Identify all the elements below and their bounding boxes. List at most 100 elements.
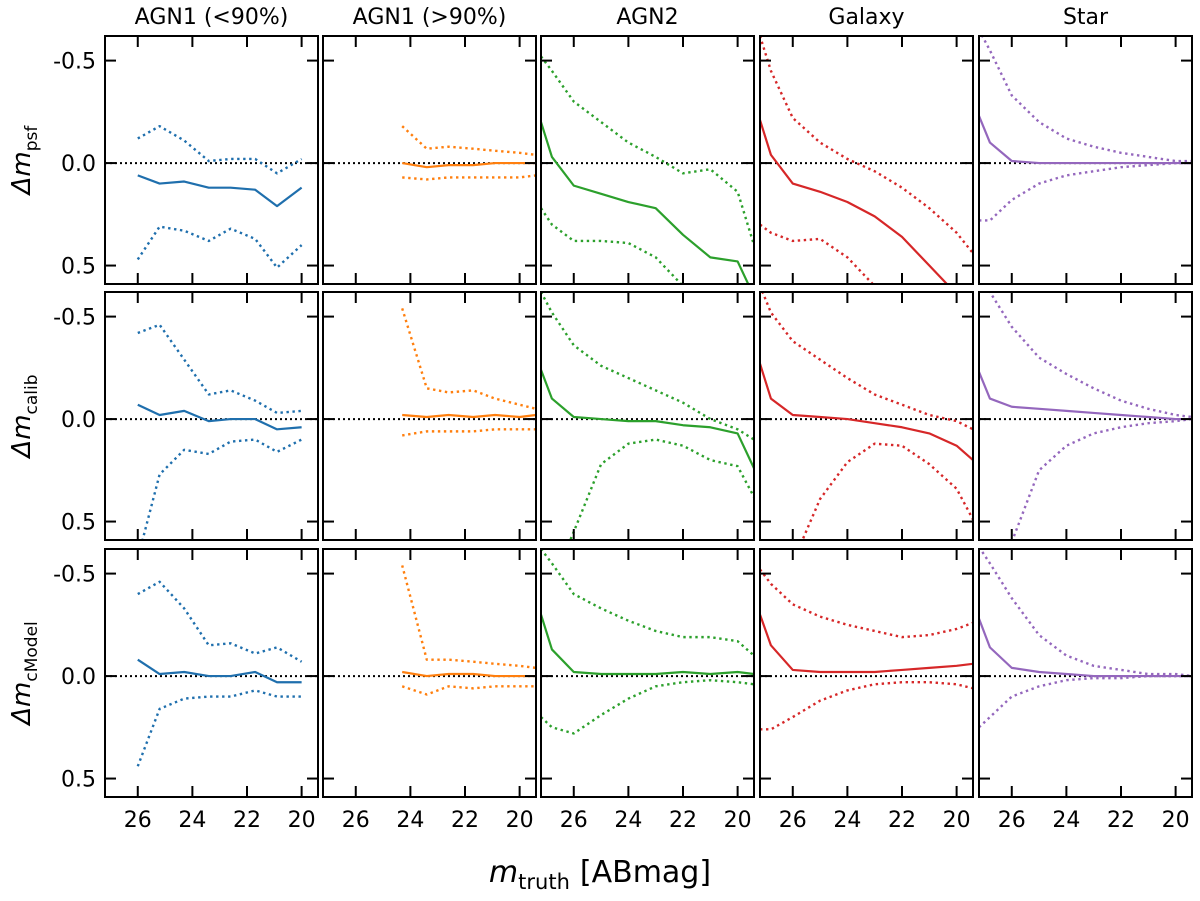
x-tick-label: 26: [124, 808, 152, 833]
percentile-line: [541, 292, 754, 441]
panel: [322, 291, 537, 541]
median-line: [541, 614, 754, 676]
x-tick-label: 24: [396, 808, 424, 833]
y-tick-label: -0.5: [53, 563, 96, 588]
percentile-line: [401, 565, 536, 670]
percentile-line: [761, 292, 973, 431]
y-tick-label: -0.5: [53, 306, 96, 331]
percentile-line: [760, 681, 973, 731]
x-tick-label: 24: [178, 808, 206, 833]
y-axis-label-sub: cModel: [22, 621, 42, 681]
x-axis-label-sub: truth: [518, 870, 570, 894]
x-tick-label: 26: [342, 808, 370, 833]
percentile-line: [401, 308, 536, 410]
median-line: [760, 614, 973, 674]
panel: -0.5 0.0 0.5 AGN1 (<90%) Δmpsf: [7, 5, 319, 285]
percentile-line: [401, 428, 536, 437]
panel: [978, 291, 1193, 541]
panel-title: AGN1 (>90%): [353, 5, 507, 30]
median-line: [137, 174, 303, 208]
percentile-line: [541, 549, 754, 657]
median-line: [760, 119, 949, 284]
percentile-line: [136, 689, 302, 767]
y-axis-label-main: Δm: [7, 682, 37, 727]
y-axis-label: Δmpsf: [7, 125, 42, 197]
panel-frame: [322, 35, 537, 285]
panel: [759, 291, 974, 541]
percentile-line: [401, 685, 536, 696]
panel-title: AGN1 (<90%): [135, 5, 289, 30]
y-axis-label-main: Δm: [7, 151, 37, 196]
x-tick-label: 20: [724, 808, 752, 833]
median-line: [541, 369, 754, 469]
y-tick-label: 0.5: [61, 255, 96, 280]
y-tick-label: 0.5: [61, 768, 96, 793]
x-tick-label: 22: [669, 808, 697, 833]
percentile-line: [137, 323, 302, 415]
percentile-line: [541, 678, 754, 735]
percentile-line: [980, 36, 1192, 163]
percentile-line: [760, 223, 875, 284]
x-tick-label: 26: [779, 808, 807, 833]
panel: AGN2: [540, 5, 755, 285]
percentile-line: [541, 55, 754, 246]
x-tick-label: 24: [614, 808, 642, 833]
percentile-line: [979, 549, 1192, 678]
panel-title: Star: [1063, 5, 1109, 30]
panel-title: Galaxy: [828, 5, 904, 30]
panel-frame: [978, 35, 1193, 285]
panel: AGN1 (>90%): [322, 5, 537, 285]
median-line: [541, 121, 750, 284]
y-axis-label: Δmcalib: [7, 374, 42, 459]
panel: [540, 291, 755, 541]
y-axis-label: ΔmcModel: [7, 621, 42, 727]
panel-frame: [759, 291, 974, 541]
panel: 26 24 22 20: [978, 548, 1193, 833]
panel: 26 24 22 20 mtruth [ABmag]: [322, 548, 711, 894]
panel-frame: [540, 35, 755, 285]
y-tick-label: -0.5: [53, 50, 96, 75]
panel-frame: [540, 291, 755, 541]
x-tick-label: 22: [1107, 808, 1135, 833]
median-line: [137, 403, 302, 431]
x-tick-label: 20: [506, 808, 534, 833]
percentile-line: [402, 174, 536, 181]
panel-frame: [978, 291, 1193, 541]
panel-frame: [759, 548, 974, 798]
x-tick-label: 20: [1162, 808, 1190, 833]
y-tick-label: 0.0: [61, 665, 96, 690]
y-tick-label: 0.0: [61, 408, 96, 433]
panel-frame: [322, 291, 537, 541]
panel-frame: [104, 35, 319, 285]
x-tick-label: 24: [1052, 808, 1080, 833]
median-line: [137, 658, 302, 684]
x-tick-label: 20: [288, 808, 316, 833]
y-axis-label-sub: psf: [22, 125, 42, 152]
x-tick-label: 26: [998, 808, 1026, 833]
x-axis-label-main: m: [489, 855, 518, 890]
median-line: [402, 161, 536, 169]
y-axis-label-sub: calib: [22, 374, 42, 414]
percentile-line: [137, 124, 303, 175]
panel: -0.5 0.0 0.5 Δmcalib: [7, 291, 319, 541]
percentile-line: [1011, 417, 1192, 540]
panel: 26 24 22 20: [759, 548, 974, 833]
x-tick-label: 22: [233, 808, 261, 833]
percentile-line: [760, 36, 973, 255]
x-tick-label: 22: [888, 808, 916, 833]
median-line: [979, 371, 1192, 421]
panel-frame: [104, 548, 319, 798]
panel: -0.5 0.0 0.5 26 24 22 20 ΔmcModel: [7, 548, 319, 833]
percentile-line: [137, 580, 303, 663]
y-tick-label: 0.5: [61, 511, 96, 536]
panel: Star: [978, 5, 1193, 285]
x-tick-label: 26: [560, 808, 588, 833]
x-tick-label: 22: [451, 808, 479, 833]
panel-frame: [322, 548, 537, 798]
y-axis-label-main: Δm: [7, 414, 37, 459]
panel-frame: [759, 35, 974, 285]
percentile-line: [979, 674, 1192, 729]
median-line: [402, 670, 536, 678]
